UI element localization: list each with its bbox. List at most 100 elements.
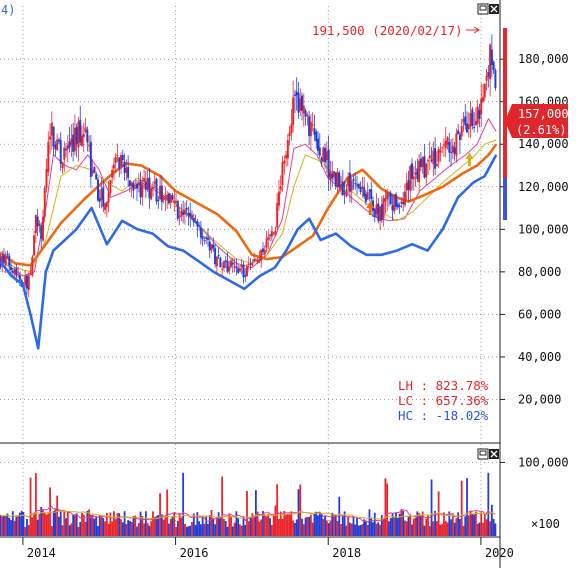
candle-body-215	[380, 204, 383, 221]
volume-bar-114	[201, 515, 204, 536]
volume-bar-79	[139, 511, 142, 536]
price-panel-close-button[interactable]	[489, 4, 499, 14]
candle-body-164	[290, 124, 293, 134]
volume-bar-106	[187, 526, 190, 536]
candle-body-51	[89, 141, 92, 177]
candle-body-153	[270, 231, 273, 237]
volume-bar-158	[279, 511, 282, 536]
candle-body-52	[91, 170, 94, 174]
volume-bar-277	[490, 504, 493, 536]
volume-panel-restore-button[interactable]	[477, 448, 489, 460]
volume-bar-7	[11, 511, 14, 536]
candle-body-85	[150, 188, 153, 200]
candle-body-68	[120, 155, 123, 167]
volume-bar-88	[155, 516, 158, 536]
candle-body-46	[81, 135, 84, 147]
candle-body-163	[288, 132, 291, 137]
candle-body-57	[100, 188, 103, 200]
candle-body-133	[235, 266, 238, 269]
volume-bar-235	[416, 511, 419, 536]
volume-bar-109	[192, 513, 195, 536]
volume-bar-209	[370, 517, 373, 536]
price-tick-label-60000: 60,000	[518, 307, 561, 321]
volume-bar-84	[148, 525, 151, 536]
candle-body-238	[421, 157, 424, 168]
volume-bar-113	[199, 524, 202, 536]
volume-bar-98	[173, 512, 176, 536]
volume-bar-234	[414, 517, 417, 536]
candle-body-205	[363, 187, 366, 197]
candle-body-7	[11, 271, 14, 273]
volume-bar-67	[118, 513, 121, 536]
price-panel-restore-button[interactable]	[477, 3, 489, 15]
moving-average-lines	[0, 118, 498, 277]
candle-body-213	[377, 203, 380, 221]
side-bar-down-segment	[503, 178, 507, 220]
volume-bar-51	[89, 515, 92, 536]
volume-bar-237	[419, 516, 422, 536]
candle-body-141	[249, 263, 252, 265]
volume-bar-154	[272, 515, 275, 536]
volume-bar-112	[198, 521, 201, 536]
candle-body-25	[43, 187, 46, 217]
volume-bar-46	[81, 512, 83, 536]
candle-body-127	[224, 260, 227, 262]
volume-bar-239	[423, 525, 426, 536]
candle-body-143	[253, 259, 256, 262]
volume-bar-181	[320, 514, 323, 536]
volume-bar-247	[437, 491, 440, 536]
candle-body-139	[246, 266, 249, 277]
volume-bar-107	[189, 525, 192, 536]
volume-bar-42	[74, 515, 76, 536]
volume-bar-13	[22, 511, 25, 536]
volume-bar-45	[79, 521, 82, 536]
volume-bar-14	[24, 526, 27, 536]
signal-arrows	[366, 152, 474, 216]
volume-bar-90	[159, 493, 161, 536]
volume-bar-255	[451, 514, 454, 536]
candle-body-235	[416, 168, 419, 180]
volume-bar-162	[286, 514, 289, 536]
volume-bar-245	[434, 510, 436, 536]
volume-bar-204	[361, 524, 364, 536]
volume-bar-197	[349, 522, 351, 536]
volume-bar-260	[460, 480, 463, 536]
volume-bar-169	[299, 484, 302, 536]
current-price-change: (2.61%)	[516, 123, 567, 137]
volume-bar-173	[306, 516, 309, 536]
volume-bar-50	[88, 509, 90, 536]
volume-bar-184	[325, 520, 328, 536]
candle-body-49	[86, 129, 89, 143]
volume-bar-138	[244, 524, 247, 536]
volume-bar-80	[141, 516, 144, 536]
volume-bar-89	[157, 514, 160, 536]
volume-bar-120	[212, 518, 215, 536]
volume-bar-3	[4, 515, 7, 536]
candle-body-247	[437, 149, 440, 162]
volume-panel-close-button[interactable]	[489, 449, 499, 459]
candle-body-104	[183, 209, 186, 215]
candle-body-258	[457, 130, 460, 135]
volume-bar-16	[27, 525, 30, 536]
volume-bar-179	[317, 515, 319, 536]
price-tick-label-80000: 80,000	[518, 265, 561, 279]
volume-bar-165	[292, 520, 295, 536]
volume-bar-76	[134, 515, 137, 536]
volume-bar-170	[301, 518, 303, 536]
candle-body-209	[370, 189, 373, 200]
volume-bar-92	[162, 519, 165, 536]
candle-body-154	[272, 232, 275, 234]
volume-bar-75	[132, 516, 135, 536]
candle-body-115	[203, 240, 206, 242]
candle-body-194	[343, 192, 346, 194]
candle-body-279	[494, 70, 497, 89]
volume-bar-115	[203, 523, 206, 536]
volume-bar-248	[439, 524, 442, 536]
candle-body-103	[182, 211, 185, 215]
volume-bar-205	[363, 519, 366, 536]
x-tick-label-2016: 2016	[180, 546, 209, 560]
volume-bar-163	[288, 514, 291, 536]
volume-bar-40	[70, 523, 73, 536]
volume-bar-70	[123, 511, 126, 536]
volume-bar-130	[230, 516, 232, 536]
